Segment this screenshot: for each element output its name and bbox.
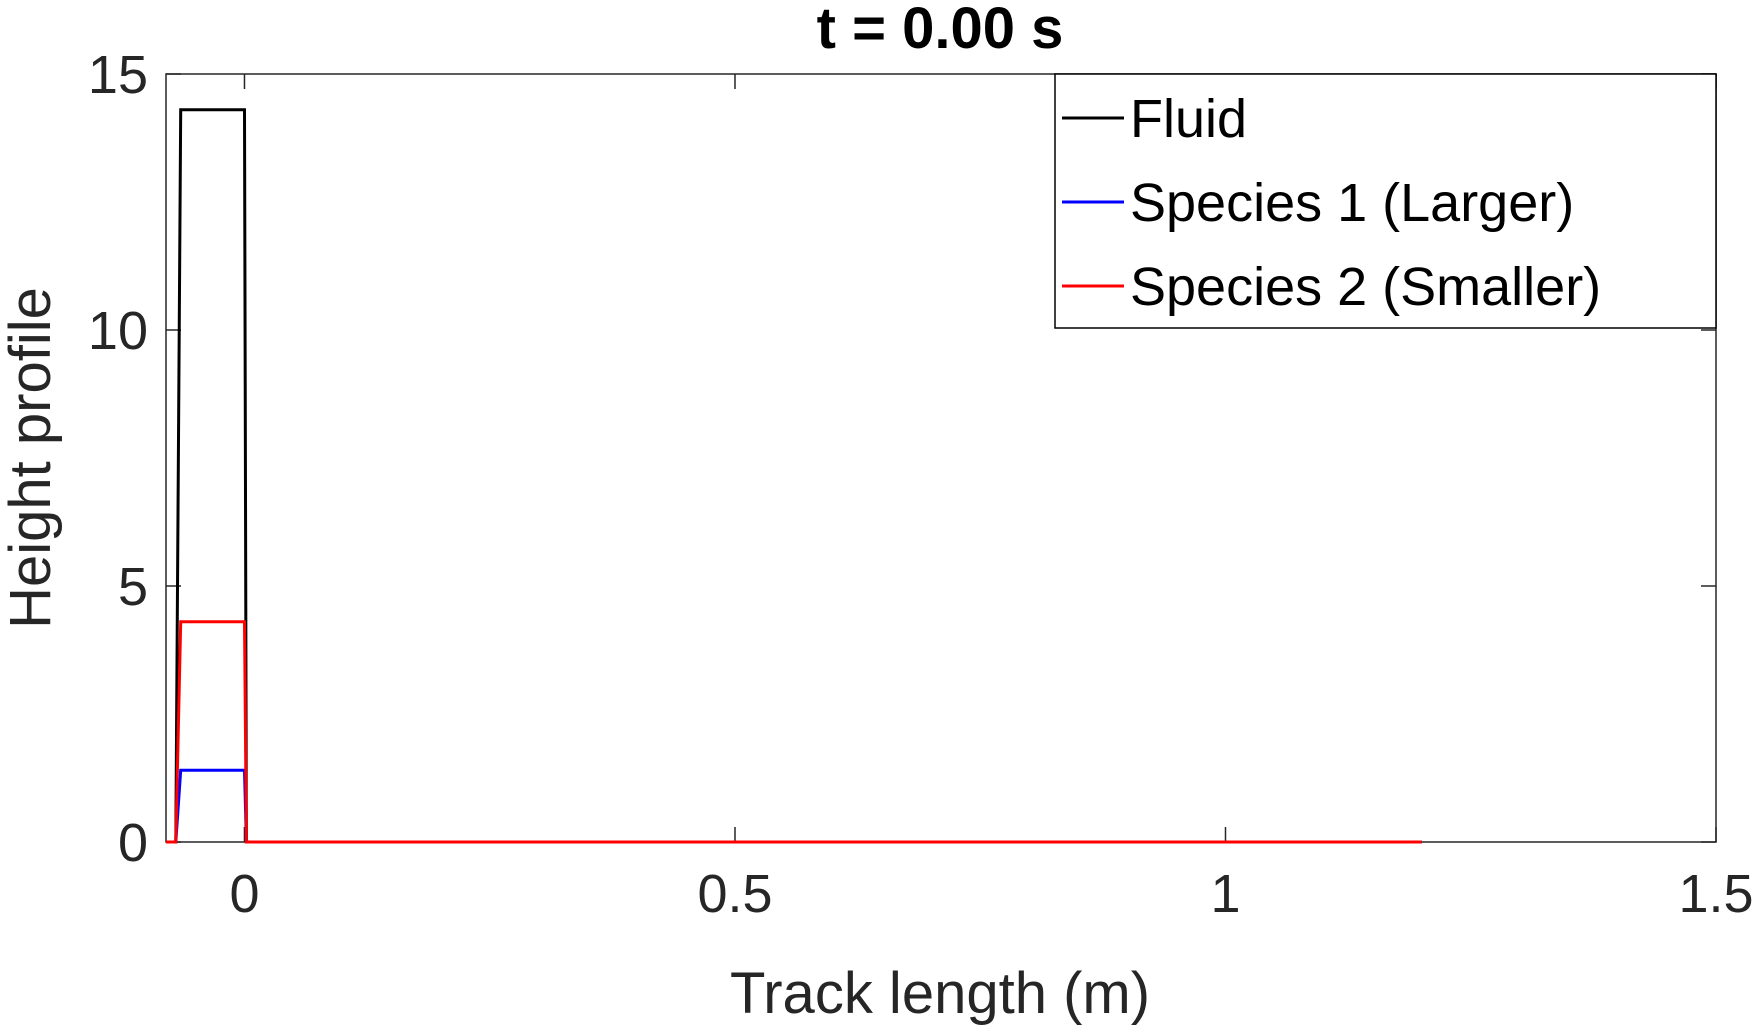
x-axis-label: Track length (m)	[730, 961, 1150, 1026]
legend-box	[1054, 73, 1717, 329]
x-tick-label: 0.5	[697, 864, 772, 924]
series-line-species-2-smaller	[166, 620, 1422, 844]
tick-labels: 0 0.5 1 1.5 0 5 10 15	[88, 45, 1754, 924]
legend-label: Species 2 (Smaller)	[1130, 257, 1601, 317]
y-tick-label: 15	[88, 45, 148, 105]
legend-label: Fluid	[1130, 89, 1247, 149]
series-lines	[166, 108, 1422, 844]
x-tick-label: 0	[229, 864, 259, 924]
y-tick-label: 5	[118, 557, 148, 617]
y-tick-label: 0	[118, 813, 148, 873]
y-tick-label: 10	[88, 301, 148, 361]
x-tick-label: 1	[1210, 864, 1240, 924]
y-axis-label: Height profile	[0, 287, 63, 629]
legend-label: Species 1 (Larger)	[1130, 173, 1574, 233]
legend: Fluid Species 1 (Larger) Species 2 (Smalle…	[1054, 73, 1717, 329]
x-tick-label: 1.5	[1678, 864, 1753, 924]
chart-title: t = 0.00 s	[817, 0, 1064, 61]
